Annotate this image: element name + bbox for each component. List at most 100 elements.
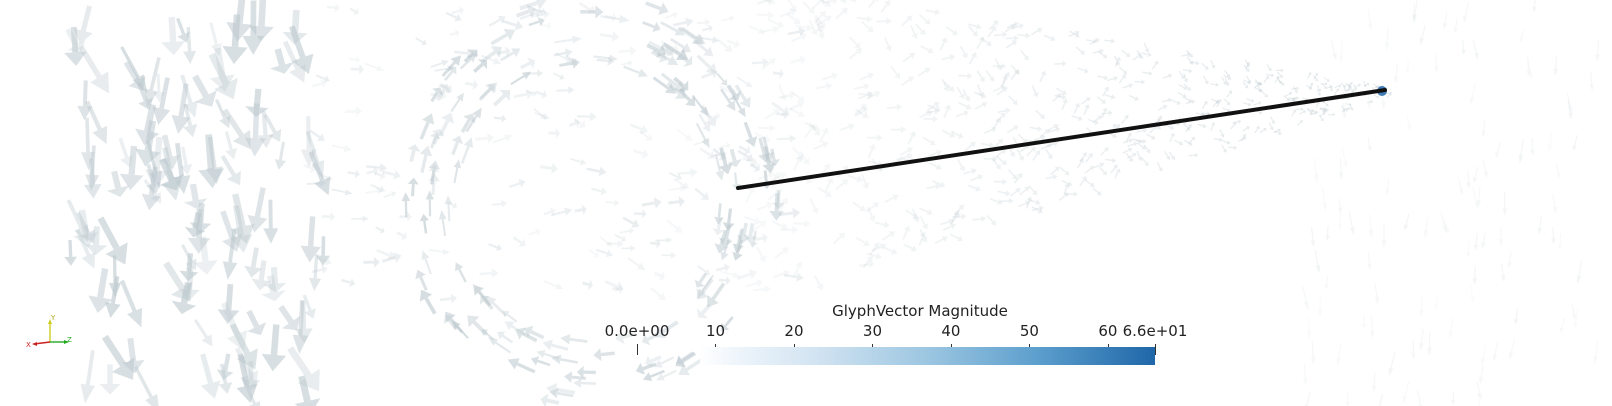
glyph-head — [1215, 99, 1219, 104]
scalar-bar-tick-label: 0.0e+00 — [604, 322, 670, 340]
glyph-shaft — [848, 36, 858, 46]
glyph-shaft — [622, 216, 635, 225]
glyph-shaft — [1101, 112, 1109, 115]
glyph-head — [1052, 174, 1058, 180]
glyph-head — [343, 144, 352, 153]
glyph-shaft — [488, 18, 501, 27]
glyph-head — [330, 211, 336, 222]
glyph-head — [456, 92, 464, 102]
glyph-shaft — [813, 275, 821, 286]
glyph-shaft — [917, 69, 927, 77]
glyph-shaft — [80, 5, 92, 32]
glyph-head — [308, 277, 322, 292]
glyph-head — [861, 107, 869, 114]
glyph-head — [1348, 86, 1352, 90]
glyph-shaft — [200, 353, 214, 384]
glyph-head — [701, 137, 710, 149]
glyph-shaft — [1136, 150, 1141, 158]
glyph-head — [969, 141, 976, 148]
glyph-head — [1405, 68, 1410, 74]
glyph-head — [587, 279, 593, 291]
glyph-head — [236, 348, 258, 370]
glyph-head — [171, 114, 191, 135]
glyph-shaft — [1338, 198, 1341, 208]
glyph-shaft — [1321, 83, 1326, 88]
glyph-head — [1363, 84, 1367, 88]
glyph-head — [1018, 155, 1024, 162]
glyph-shaft — [309, 129, 321, 139]
glyph-shaft — [1059, 166, 1067, 174]
glyph-shaft — [779, 11, 792, 18]
glyph-head — [1375, 84, 1378, 88]
glyph-shaft — [993, 86, 1002, 92]
glyph-shaft — [774, 193, 780, 212]
glyph-shaft — [1126, 154, 1134, 160]
glyph-head — [518, 178, 526, 188]
glyph-head — [153, 92, 165, 103]
glyph-shaft — [1450, 317, 1454, 332]
glyph-shaft — [519, 1, 538, 11]
glyph-head — [507, 358, 520, 370]
glyph-shaft — [237, 353, 250, 387]
glyph-shaft — [1338, 342, 1342, 358]
glyph-shaft — [495, 341, 512, 354]
glyph-shaft — [1009, 190, 1018, 197]
glyph-shaft — [701, 72, 713, 79]
glyph-shaft — [263, 113, 277, 134]
glyph-shaft — [1334, 85, 1340, 88]
glyph-shaft — [1019, 146, 1028, 153]
glyph-shaft — [1092, 117, 1100, 123]
glyph-shaft — [752, 230, 757, 243]
glyph-shaft — [515, 9, 530, 18]
glyph-shaft — [186, 253, 194, 272]
glyph-head — [906, 152, 913, 160]
glyph-head — [1062, 98, 1068, 104]
glyph-shaft — [770, 148, 776, 161]
glyph-shaft — [756, 13, 769, 17]
glyph-head — [990, 219, 997, 226]
glyph-shaft — [513, 92, 527, 99]
glyph-shaft — [822, 75, 833, 81]
glyph-shaft — [521, 331, 538, 343]
glyph-shaft — [1230, 124, 1235, 130]
glyph-shaft — [993, 33, 1003, 37]
glyph-shaft — [736, 76, 748, 85]
glyph-head — [821, 127, 829, 135]
glyph-shaft — [303, 163, 313, 170]
glyph-head — [379, 170, 386, 181]
glyph-head — [728, 91, 741, 101]
glyph-shaft — [128, 145, 137, 175]
glyph-shaft — [1185, 126, 1191, 133]
glyph-head — [841, 7, 848, 15]
glyph-head — [1259, 81, 1264, 86]
glyph-shaft — [308, 151, 325, 182]
glyph-head — [105, 302, 121, 319]
glyph-head — [941, 37, 948, 44]
glyph-shaft — [554, 38, 573, 44]
glyph-shaft — [1555, 55, 1558, 69]
glyph-shaft — [1464, 2, 1470, 17]
glyph-shaft — [222, 353, 231, 372]
glyph-shaft — [288, 25, 306, 59]
glyph-head — [934, 105, 941, 112]
glyph-head — [1367, 145, 1372, 152]
glyph-head — [816, 283, 824, 291]
glyph-shaft — [1040, 144, 1049, 151]
glyph-head — [797, 101, 805, 109]
glyph-shaft — [698, 113, 708, 127]
glyph-shaft — [1561, 317, 1565, 328]
glyph-shaft — [758, 137, 766, 155]
glyph-shaft — [1339, 158, 1342, 173]
glyph-shaft — [1293, 86, 1297, 92]
glyph-shaft — [1253, 84, 1259, 89]
glyph-head — [967, 72, 973, 80]
glyph-head — [826, 82, 833, 90]
glyph-head — [1271, 73, 1275, 78]
scalar-bar-title: GlyphVector Magnitude — [832, 302, 1008, 320]
glyph-head — [710, 68, 718, 79]
glyph-shaft — [1395, 64, 1398, 77]
glyph-shaft — [1539, 215, 1543, 229]
glyph-shaft — [1346, 86, 1350, 92]
glyph-head — [549, 388, 559, 399]
